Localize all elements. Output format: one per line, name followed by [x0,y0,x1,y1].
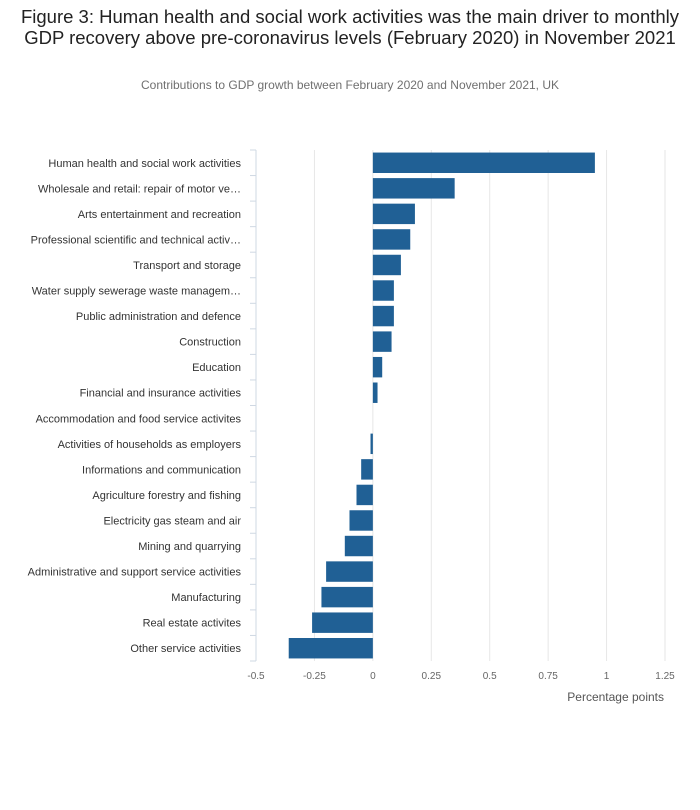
y-category-label: Arts entertainment and recreation [78,209,241,221]
bar [372,331,392,352]
y-category-label: Wholesale and retail: repair of motor ve… [38,183,241,195]
bar [288,638,373,659]
x-tick-label: -0.5 [247,671,265,682]
x-tick-label: 0.5 [483,671,497,682]
y-category-label: Education [192,362,241,374]
y-category-label: Administrative and support service activ… [28,567,242,579]
bar [372,178,455,199]
bar [372,356,383,378]
y-category-label: Real estate activites [143,618,242,630]
bar [356,484,373,506]
x-tick-label: 0 [370,671,376,682]
bar [361,459,373,480]
bar [372,305,394,327]
chart-title: Figure 3: Human health and social work a… [20,6,680,48]
y-category-label: Electricity gas steam and air [103,515,241,527]
y-category-label: Agriculture forestry and fishing [92,490,241,502]
bar [372,229,411,250]
y-category-label: Informations and communication [82,464,241,476]
y-category-label: Construction [179,337,241,349]
bar [312,612,373,633]
y-category-label: Mining and quarrying [138,541,241,553]
chart-subtitle: Contributions to GDP growth between Febr… [140,78,559,92]
y-category-label: Accommodation and food service activites [36,413,242,425]
bar [372,254,401,276]
x-axis-label: Percentage points [567,690,664,704]
bar [372,152,595,173]
x-tick-label: -0.25 [303,671,326,682]
bar [372,280,394,301]
bar [326,561,373,582]
y-category-label: Manufacturing [171,592,241,604]
y-category-label: Water supply sewerage waste managem… [32,286,241,298]
x-tick-label: 0.75 [538,671,558,682]
y-category-label: Other service activities [130,643,241,655]
y-category-label: Activities of households as employers [58,439,242,451]
bar [372,203,415,225]
y-category-label: Professional scientific and technical ac… [31,234,241,246]
bar [372,382,378,403]
bar [370,433,373,455]
bar [349,510,373,531]
y-category-label: Public administration and defence [76,311,241,323]
x-tick-label: 1.25 [655,671,675,682]
y-category-label: Human health and social work activities [48,158,241,170]
y-category-label: Financial and insurance activities [80,388,242,400]
x-tick-label: 0.25 [422,671,442,682]
bar [321,586,373,608]
bar [344,535,373,557]
y-category-label: Transport and storage [133,260,241,272]
x-tick-label: 1 [604,671,610,682]
